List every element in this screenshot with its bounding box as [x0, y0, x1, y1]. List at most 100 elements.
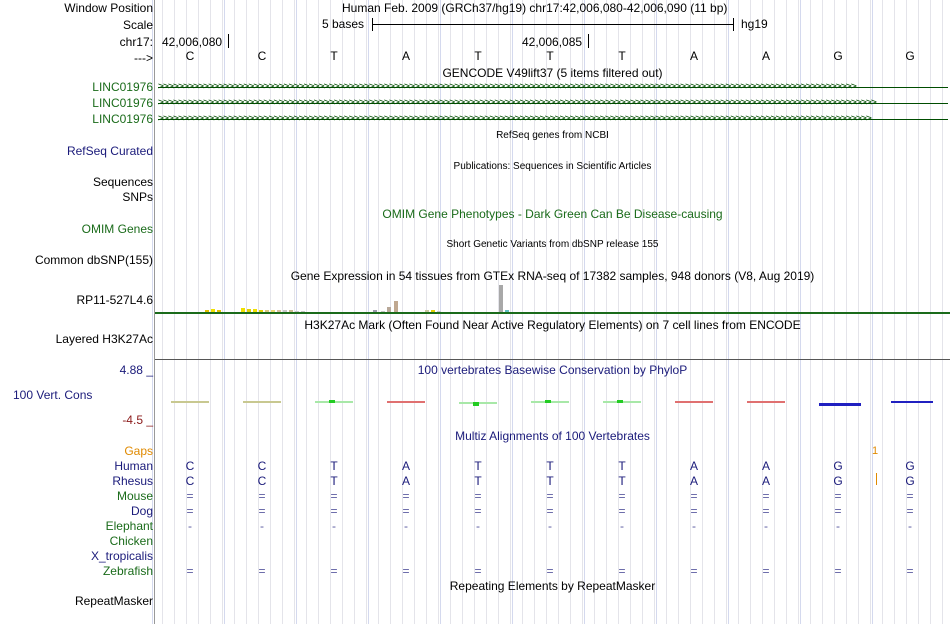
omim-track-label[interactable]: OMIM Genes — [81, 222, 153, 236]
gtex-bar — [211, 309, 215, 312]
gtex-bar — [499, 285, 503, 312]
gtex-bars[interactable] — [155, 283, 950, 314]
multiz-base: - — [764, 519, 768, 533]
scale-bar-right-tick — [733, 18, 734, 31]
multiz-base: T — [474, 459, 482, 473]
gtex-bar — [295, 311, 299, 312]
multiz-species-label[interactable]: Zebrafish — [102, 564, 153, 578]
gtex-bar — [381, 311, 385, 312]
multiz-base: T — [618, 474, 626, 488]
omim-track-title[interactable]: OMIM Gene Phenotypes - Dark Green Can Be… — [382, 207, 723, 221]
dbsnp-track-label[interactable]: Common dbSNP(155) — [34, 253, 153, 267]
multiz-base: = — [834, 504, 842, 518]
multiz-base: = — [330, 564, 338, 578]
multiz-base: = — [618, 504, 626, 518]
multiz-base: = — [546, 504, 554, 518]
gencode-gene-line-3[interactable] — [158, 119, 948, 120]
gtex-track-label[interactable]: RP11-527L4.6 — [76, 293, 154, 307]
multiz-base: = — [618, 564, 626, 578]
gencode-gene-line-1[interactable] — [158, 87, 948, 88]
gencode-gene-arrows-3: >>>>>>>>>>>>>>>>>>>>>>>>>>>>>>>>>>>>>>>>… — [158, 115, 872, 123]
multiz-base: = — [330, 504, 338, 518]
phylop-mark — [473, 402, 479, 406]
gtex-bar — [437, 311, 441, 312]
multiz-species-label[interactable]: Rhesus — [112, 474, 153, 488]
multiz-base: T — [474, 474, 482, 488]
multiz-gap-tick — [876, 473, 877, 485]
phylop-min-label: -4.5 _ — [122, 413, 153, 427]
coord-tick-2 — [588, 34, 589, 48]
gencode-gene-label-3[interactable]: LINC01976 — [92, 112, 153, 126]
chrom-label: chr17: — [119, 35, 153, 49]
multiz-base: = — [186, 489, 194, 503]
multiz-base: C — [257, 459, 267, 473]
multiz-base: = — [330, 489, 338, 503]
multiz-base: = — [474, 564, 482, 578]
phylop-track-label[interactable]: 100 Vert. Cons — [13, 388, 93, 402]
assembly-label: hg19 — [741, 17, 768, 31]
publications-track-title[interactable]: Publications: Sequences in Scientific Ar… — [453, 161, 652, 172]
gtex-bar — [431, 310, 435, 312]
multiz-base: - — [188, 519, 192, 533]
gtex-bar — [253, 309, 257, 312]
multiz-base: = — [546, 489, 554, 503]
phylop-track-title[interactable]: 100 vertebrates Basewise Conservation by… — [417, 363, 688, 377]
base-letter: A — [401, 49, 410, 63]
publications-label-snps[interactable]: SNPs — [122, 190, 153, 204]
gtex-bar — [277, 310, 281, 312]
multiz-gap-marker: 1 — [872, 445, 879, 457]
base-letter: T — [546, 49, 554, 63]
multiz-base: = — [258, 564, 266, 578]
gencode-gene-label-1[interactable]: LINC01976 — [92, 80, 153, 94]
gencode-track-title[interactable]: GENCODE V49lift37 (5 items filtered out) — [442, 66, 663, 80]
multiz-base: = — [402, 504, 410, 518]
base-letter: T — [618, 49, 626, 63]
gtex-bar — [217, 310, 221, 312]
multiz-species-label[interactable]: Chicken — [109, 534, 153, 548]
multiz-base: = — [906, 504, 914, 518]
gtex-bar — [271, 310, 275, 312]
gtex-baseline — [155, 312, 950, 314]
multiz-base: = — [906, 564, 914, 578]
multiz-gaps-label[interactable]: Gaps — [124, 444, 153, 458]
multiz-species-label[interactable]: X_tropicalis — [90, 549, 153, 563]
gtex-bar — [505, 310, 509, 312]
phylop-mark — [819, 403, 861, 406]
multiz-base: A — [689, 459, 698, 473]
multiz-base: = — [474, 504, 482, 518]
multiz-species-label[interactable]: Human — [114, 459, 153, 473]
gencode-gene-line-2[interactable] — [158, 103, 948, 104]
phylop-mark — [243, 401, 281, 403]
multiz-species-label[interactable]: Elephant — [105, 519, 153, 533]
scale-bar-left-tick — [372, 18, 373, 31]
refseq-track-title[interactable]: RefSeq genes from NCBI — [496, 130, 609, 141]
multiz-base: T — [546, 474, 554, 488]
publications-label-sequences[interactable]: Sequences — [92, 175, 153, 189]
multiz-track-title[interactable]: Multiz Alignments of 100 Vertebrates — [455, 429, 650, 443]
gtex-bar — [259, 310, 263, 312]
multiz-base: C — [257, 474, 267, 488]
multiz-base: A — [401, 459, 410, 473]
base-letter: G — [833, 49, 843, 63]
multiz-base: T — [618, 459, 626, 473]
multiz-species-label[interactable]: Dog — [130, 504, 153, 518]
phylop-marks[interactable] — [155, 395, 950, 415]
phylop-max-label: 4.88 _ — [119, 363, 153, 377]
phylop-mark — [545, 400, 551, 403]
h3k27ac-track-title[interactable]: H3K27Ac Mark (Often Found Near Active Re… — [304, 318, 801, 332]
gtex-track-title[interactable]: Gene Expression in 54 tissues from GTEx … — [290, 269, 815, 283]
repeatmasker-track-label[interactable]: RepeatMasker — [74, 594, 153, 608]
scale-label: Scale — [122, 18, 153, 32]
dbsnp-track-title[interactable]: Short Genetic Variants from dbSNP releas… — [446, 239, 659, 250]
position-title[interactable]: Human Feb. 2009 (GRCh37/hg19) chr17:42,0… — [342, 1, 728, 15]
repeatmasker-track-title[interactable]: Repeating Elements by RepeatMasker — [449, 579, 656, 593]
gencode-gene-label-2[interactable]: LINC01976 — [92, 96, 153, 110]
multiz-base: G — [905, 474, 915, 488]
gtex-bar — [394, 301, 398, 312]
multiz-species-label[interactable]: Mouse — [116, 489, 153, 503]
refseq-track-label[interactable]: RefSeq Curated — [66, 144, 153, 158]
base-letter: C — [185, 49, 195, 63]
h3k27ac-track-label[interactable]: Layered H3K27Ac — [55, 332, 153, 346]
multiz-base: = — [186, 504, 194, 518]
base-letter: C — [257, 49, 267, 63]
